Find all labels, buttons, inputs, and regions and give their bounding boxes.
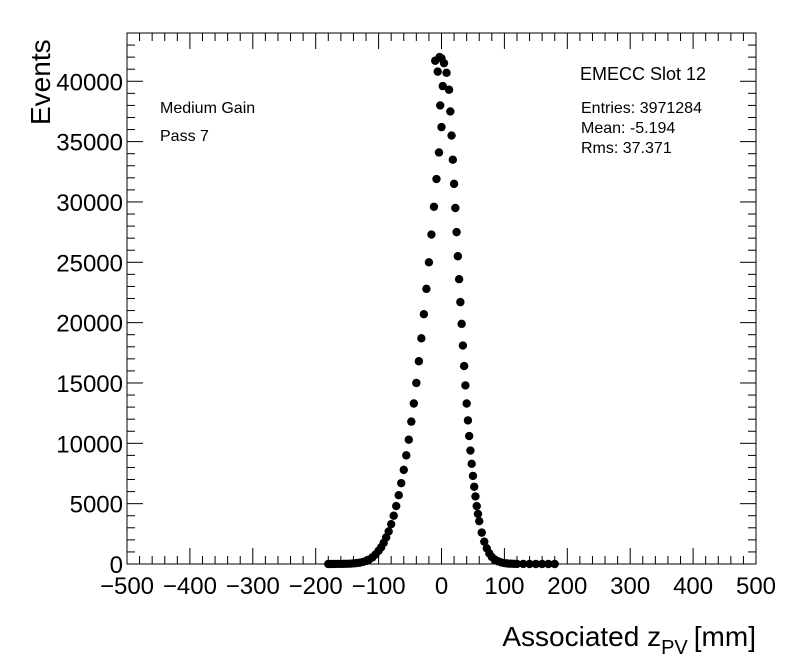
data-point <box>471 492 480 501</box>
data-point <box>432 174 441 184</box>
data-point <box>446 107 455 116</box>
data-point <box>473 509 483 519</box>
data-point <box>414 357 424 366</box>
data-point <box>453 252 463 261</box>
data-point <box>417 334 426 343</box>
x-tick-label: −400 <box>163 573 217 600</box>
x-tick-label: 200 <box>547 573 587 600</box>
data-point <box>386 519 396 529</box>
data-point <box>466 446 475 455</box>
data-point <box>404 435 413 444</box>
data-point <box>434 148 444 157</box>
data-point <box>459 361 469 371</box>
data-point <box>433 67 442 76</box>
y-tick-label: 30000 <box>56 190 123 217</box>
data-point <box>463 416 473 425</box>
y-tick-label: 10000 <box>56 431 123 458</box>
data-point <box>436 101 445 110</box>
data-point <box>429 202 439 211</box>
data-point <box>452 227 461 237</box>
data-point <box>394 491 403 500</box>
data-point <box>462 399 471 408</box>
y-tick-label: 15000 <box>56 371 123 398</box>
data-point <box>442 68 451 78</box>
chart-title: EMECC Slot 12 <box>580 64 706 84</box>
data-point <box>419 309 429 319</box>
y-tick-labels: 0 5000 10000 15000 20000 25000 30000 35000 40000 <box>56 69 123 579</box>
data-point <box>389 511 398 520</box>
data-point <box>412 378 421 388</box>
data-point <box>458 341 468 350</box>
y-tick-label: 20000 <box>56 311 123 338</box>
x-tick-label: 300 <box>610 573 650 600</box>
data-point <box>448 155 458 164</box>
x-tick-label: −200 <box>289 573 343 600</box>
data-point <box>384 527 393 536</box>
data-point <box>449 179 459 189</box>
x-tick-label: −500 <box>100 573 154 600</box>
data-point <box>427 230 436 239</box>
data-point <box>438 81 447 91</box>
data-point <box>467 459 476 469</box>
y-tick-label: 35000 <box>56 130 123 157</box>
data-point <box>407 417 416 426</box>
data-point <box>454 274 464 284</box>
x-tick-label: 100 <box>484 573 524 600</box>
x-axis-title-main: Associated z <box>502 621 661 652</box>
data-point <box>468 471 478 481</box>
data-point <box>464 431 474 441</box>
data-point <box>422 284 431 294</box>
data-point <box>472 501 481 511</box>
x-tick-labels: −500 −400 −300 −200 −100 0 100 200 300 400 500 <box>100 573 776 600</box>
data-point <box>399 465 408 475</box>
y-tick-label: 0 <box>110 552 123 579</box>
x-axis-title-sub: PV <box>661 637 688 659</box>
x-axis-title: Associated zPV [mm] <box>502 621 756 659</box>
data-point <box>447 131 456 140</box>
stat-rms: Rms: 37.371 <box>581 140 672 157</box>
data-point <box>477 528 486 537</box>
stat-entries: Entries: 3971284 <box>581 100 702 117</box>
data-point <box>457 319 466 329</box>
data-point <box>439 58 449 68</box>
y-tick-label: 25000 <box>56 250 123 277</box>
annotation-medium-gain: Medium Gain <box>160 100 255 117</box>
data-points <box>324 52 559 569</box>
data-point <box>409 399 419 408</box>
data-point <box>451 203 460 213</box>
y-axis-title: Events <box>25 39 56 125</box>
data-point <box>424 258 434 267</box>
y-tick-label: 5000 <box>70 492 123 519</box>
x-axis-title-unit: [mm] <box>694 621 756 652</box>
plot-frame <box>126 32 757 565</box>
x-tick-label: 0 <box>435 573 448 600</box>
x-tick-label: −300 <box>226 573 280 600</box>
data-point <box>480 537 489 546</box>
data-point <box>397 478 406 488</box>
data-point <box>402 451 411 460</box>
x-tick-label: 500 <box>736 573 776 600</box>
x-tick-label: 400 <box>673 573 713 600</box>
data-point <box>470 482 479 491</box>
annotation-pass: Pass 7 <box>160 128 209 145</box>
data-point <box>444 85 454 94</box>
data-point <box>456 297 465 307</box>
stat-mean: Mean: -5.194 <box>581 120 675 137</box>
data-point <box>437 122 446 132</box>
y-tick-label: 40000 <box>56 69 123 96</box>
data-point <box>475 516 484 526</box>
data-point <box>392 501 401 511</box>
x-tick-label: −100 <box>352 573 406 600</box>
data-point <box>461 381 470 390</box>
